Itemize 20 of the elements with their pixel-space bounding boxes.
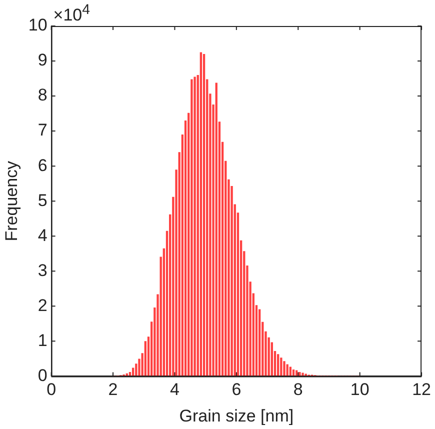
y-tick-label: 1: [38, 330, 48, 350]
y-tick-label: 8: [38, 86, 48, 105]
y-tick-label: 9: [38, 50, 48, 70]
x-tick-label: 6: [232, 380, 242, 400]
y-tick-label: 6: [38, 156, 48, 175]
x-tick-label: 2: [108, 380, 118, 400]
text: ×10$^{4}$: [53, 2, 90, 26]
y-tick-label: 2: [38, 296, 48, 315]
y-tick-label: 0: [38, 366, 48, 385]
x-tick-label: 12: [412, 380, 432, 400]
y-tick-label: 10: [28, 16, 48, 35]
y-tick-label: 4: [38, 226, 48, 245]
x-tick-label: 4: [170, 380, 180, 400]
x-tick-label: 10: [350, 380, 370, 400]
x-tick-label: 8: [293, 380, 303, 400]
y-tick-label: 3: [38, 260, 48, 280]
y-tick-label: 5: [38, 190, 48, 210]
y-axis-title: Frequency: [2, 160, 21, 242]
y-tick-label: 7: [38, 120, 48, 140]
x-axis-title: Grain size [nm]: [179, 406, 294, 426]
